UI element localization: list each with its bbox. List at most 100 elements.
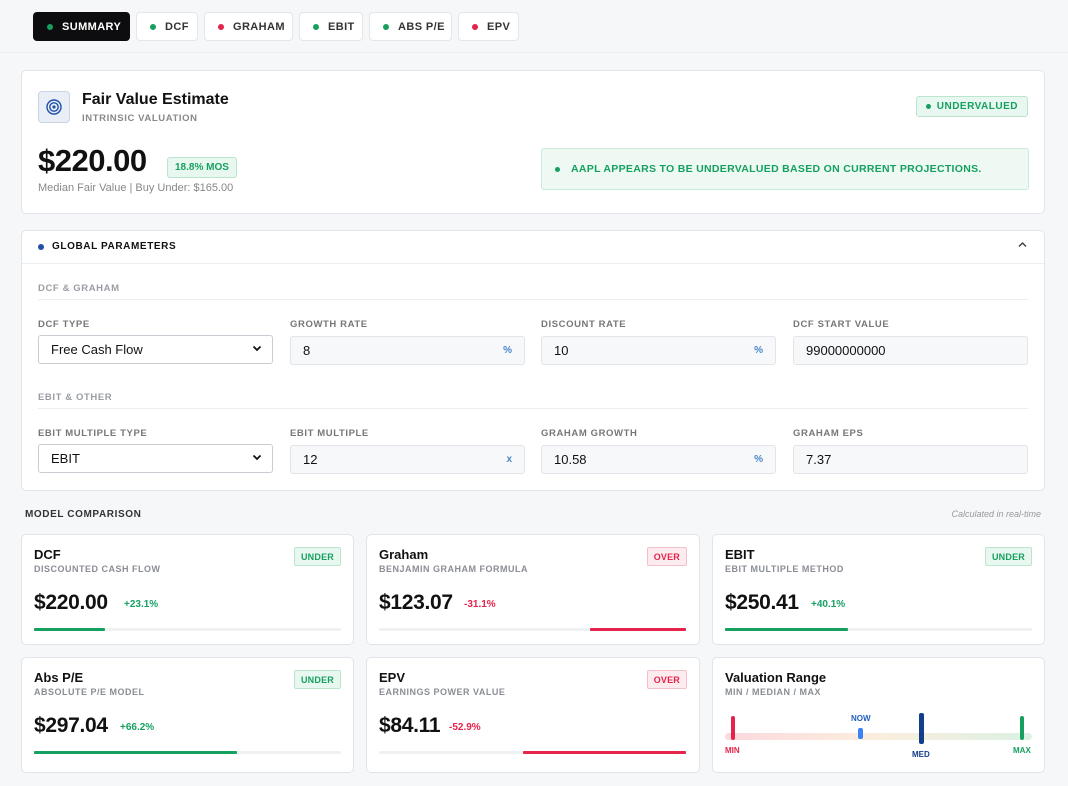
alert-text: AAPL APPEARS TO BE UNDERVALUED BASED ON …: [571, 163, 982, 175]
divider: [38, 408, 1028, 409]
growth-rate-value: 8: [303, 343, 311, 358]
section-ebit-other: EBIT & OTHER: [38, 392, 113, 403]
status-dot: [383, 23, 389, 30]
multiplier-suffix: x: [506, 454, 512, 465]
deviation-bar: [725, 628, 1032, 631]
dcf-start-value-label: DCF START VALUE: [793, 319, 890, 330]
tab-label: GRAHAM: [233, 20, 285, 33]
deviation-fill: [34, 751, 237, 754]
discount-rate-value: 10: [554, 343, 569, 358]
chevron-up-icon[interactable]: [1017, 239, 1028, 253]
tab-label: ABS P/E: [398, 20, 445, 33]
graham-eps-input[interactable]: 7.37: [793, 445, 1028, 474]
parameters-title: GLOBAL PARAMETERS: [52, 241, 177, 252]
target-icon: [38, 91, 70, 123]
tab-epv[interactable]: EPV: [458, 12, 519, 41]
fair-value-card: Fair Value Estimate INTRINSIC VALUATION …: [21, 70, 1045, 214]
graham-eps-label: GRAHAM EPS: [793, 428, 864, 439]
median-marker: [919, 713, 924, 744]
tab-abs-pe[interactable]: ABS P/E: [369, 12, 452, 41]
model-subtitle: BENJAMIN GRAHAM FORMULA: [379, 564, 528, 574]
model-price: $123.07: [379, 591, 453, 614]
status-dot: [472, 23, 478, 30]
tab-label: EBIT: [328, 20, 355, 33]
median-fair-value: Median Fair Value | Buy Under: $165.00: [38, 182, 234, 194]
max-label: MAX: [1013, 746, 1031, 755]
tab-graham[interactable]: GRAHAM: [204, 12, 293, 41]
parameters-header[interactable]: GLOBAL PARAMETERS: [22, 231, 1044, 264]
graham-eps-value: 7.37: [806, 452, 832, 467]
max-marker: [1020, 716, 1024, 740]
model-card-ebit[interactable]: EBIT EBIT MULTIPLE METHOD UNDER $250.41 …: [712, 534, 1045, 645]
growth-rate-input[interactable]: 8 %: [290, 336, 525, 365]
deviation-bar: [379, 628, 686, 631]
model-card-abs-pe[interactable]: Abs P/E ABSOLUTE P/E MODEL UNDER $297.04…: [21, 657, 354, 773]
chevron-down-icon: [251, 342, 263, 357]
status-text: UNDERVALUED: [936, 101, 1018, 112]
growth-rate-label: GROWTH RATE: [290, 319, 368, 330]
now-marker: [858, 728, 863, 739]
deviation-fill: [725, 628, 848, 631]
model-subtitle: DISCOUNTED CASH FLOW: [34, 564, 161, 574]
dcf-start-value: 99000000000: [806, 343, 886, 358]
divider: [38, 299, 1028, 300]
tab-label: EPV: [487, 20, 511, 33]
status-badge: UNDER: [293, 670, 341, 689]
ebit-multiple-value: 12: [303, 452, 318, 467]
deviation-bar: [34, 751, 341, 754]
deviation-fill: [523, 751, 686, 754]
status-badge: OVER: [646, 670, 687, 689]
dcf-start-value-input[interactable]: 99000000000: [793, 336, 1028, 365]
ebit-multiple-input[interactable]: 12 x: [290, 445, 525, 474]
status-badge: UNDERVALUED: [915, 96, 1028, 117]
ebit-multiple-type-value: EBIT: [51, 451, 80, 466]
section-dot: [38, 244, 44, 250]
model-name: Graham: [379, 547, 429, 562]
dcf-type-label: DCF TYPE: [38, 319, 90, 330]
status-dot: [313, 23, 319, 30]
global-parameters-panel: GLOBAL PARAMETERS DCF & GRAHAM DCF TYPE …: [21, 230, 1045, 491]
mos-badge: 18.8% MOS: [167, 157, 237, 178]
model-price: $250.41: [725, 591, 799, 614]
model-name: EPV: [379, 670, 406, 685]
tab-dcf[interactable]: DCF: [136, 12, 198, 41]
tab-label: DCF: [165, 20, 189, 33]
tab-label: SUMMARY: [62, 20, 122, 33]
valuation-range-card: Valuation Range MIN / MEDIAN / MAX MIN N…: [712, 657, 1045, 773]
model-delta: -31.1%: [464, 599, 496, 610]
chevron-down-icon: [251, 451, 263, 466]
model-name: EBIT: [725, 547, 755, 562]
model-card-graham[interactable]: Graham BENJAMIN GRAHAM FORMULA OVER $123…: [366, 534, 700, 645]
discount-rate-input[interactable]: 10 %: [541, 336, 776, 365]
graham-growth-label: GRAHAM GROWTH: [541, 428, 638, 439]
realtime-note: Calculated in real-time: [951, 509, 1041, 519]
dcf-type-select[interactable]: Free Cash Flow: [38, 335, 273, 364]
model-delta: +23.1%: [124, 599, 159, 610]
median-label: MED: [912, 750, 930, 759]
model-name: DCF: [34, 547, 61, 562]
now-label: NOW: [851, 714, 871, 723]
ebit-multiple-label: EBIT MULTIPLE: [290, 428, 369, 439]
valuation-range-bar: [725, 733, 1032, 740]
graham-growth-input[interactable]: 10.58 %: [541, 445, 776, 474]
model-card-dcf[interactable]: DCF DISCOUNTED CASH FLOW UNDER $220.00 +…: [21, 534, 354, 645]
valuation-alert: AAPL APPEARS TO BE UNDERVALUED BASED ON …: [541, 148, 1029, 190]
ebit-multiple-type-select[interactable]: EBIT: [38, 444, 273, 473]
tab-ebit[interactable]: EBIT: [299, 12, 363, 41]
percent-suffix: %: [754, 454, 763, 465]
ebit-multiple-type-label: EBIT MULTIPLE TYPE: [38, 428, 148, 439]
model-card-epv[interactable]: EPV EARNINGS POWER VALUE OVER $84.11 -52…: [366, 657, 700, 773]
model-price: $84.11: [379, 714, 441, 737]
model-price: $220.00: [34, 591, 108, 614]
deviation-fill: [34, 628, 105, 631]
status-dot: [218, 23, 224, 30]
model-subtitle: EARNINGS POWER VALUE: [379, 687, 506, 697]
discount-rate-label: DISCOUNT RATE: [541, 319, 627, 330]
range-subtitle: MIN / MEDIAN / MAX: [725, 687, 821, 697]
model-delta: -52.9%: [449, 722, 481, 733]
model-subtitle: ABSOLUTE P/E MODEL: [34, 687, 145, 697]
status-badge: UNDER: [984, 547, 1032, 566]
tab-summary[interactable]: SUMMARY: [33, 12, 130, 41]
section-dcf-graham: DCF & GRAHAM: [38, 283, 120, 294]
min-label: MIN: [725, 746, 740, 755]
